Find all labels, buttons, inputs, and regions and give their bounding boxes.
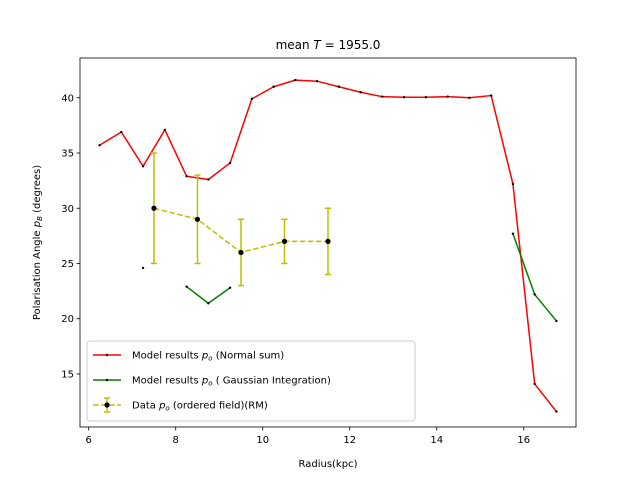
chart-title: mean T = 1955.0 [276,38,381,52]
legend-marker [105,378,109,382]
data-point [359,91,362,94]
x-tick-label: 10 [256,435,269,446]
x-tick-label: 14 [430,435,443,446]
data-point [533,382,536,386]
legend-label: Model results po ( Gaussian Integration) [132,376,331,388]
y-tick-label: 20 [61,314,74,325]
legend-label: Model results po (Normal sum) [132,351,284,363]
legend-marker [104,402,110,408]
y-tick-label: 30 [61,204,74,215]
data-point [325,238,331,244]
x-tick-label: 8 [173,435,179,446]
legend-entry-3: Data po (ordered field)(RM) [93,397,268,413]
x-tick-label: 6 [86,435,92,446]
data-point [98,144,101,147]
plot-area [98,78,558,413]
data-point [141,266,145,270]
legend-label: Data po (ordered field)(RM) [132,401,268,413]
data-point [228,286,232,289]
data-point [207,302,210,305]
series-3 [150,152,331,287]
legend-marker [105,353,109,357]
data-point [402,96,406,99]
data-point [281,238,288,244]
y-tick-label: 40 [61,93,74,104]
x-tick-label: 16 [517,435,530,446]
data-point [511,182,515,186]
legend-entry-1: Model results po (Normal sum) [93,351,284,363]
data-point [555,319,558,323]
data-point [489,94,493,97]
x-axis-label: Radius(kpc) [299,459,358,470]
data-point [468,96,471,99]
series-1 [98,78,558,413]
data-point [272,85,275,88]
data-point [337,85,341,88]
series-line [99,79,558,412]
y-tick-label: 25 [61,259,74,270]
data-point [207,178,210,181]
series-2 [141,232,558,323]
data-point [185,175,188,178]
data-point [294,78,297,82]
x-tick-label: 12 [343,435,356,446]
y-tick-label: 15 [61,369,74,380]
data-point [511,232,515,235]
data-point [381,95,384,98]
y-tick-label: 35 [61,149,74,160]
data-point [228,161,232,165]
data-point [185,285,188,288]
data-point [446,95,449,98]
data-point [238,249,244,256]
legend-entry-2: Model results po ( Gaussian Integration) [93,376,331,388]
data-point [424,96,428,99]
data-point [163,128,167,132]
data-point [151,205,157,211]
axis-ticks: 6 8 10 12 14 16 15 20 25 30 35 40 [61,93,530,446]
data-point [315,80,319,83]
data-point [120,130,123,134]
data-point [194,216,201,222]
data-point [141,165,145,168]
legend-box [86,340,416,422]
data-point [250,97,254,101]
axes-frame [79,57,577,428]
data-point [533,293,536,296]
y-axis-label: Polarisation Angle pB (degrees) [32,165,44,320]
data-point [555,410,558,413]
legend: Model results po (Normal sum) Model resul… [86,340,416,422]
